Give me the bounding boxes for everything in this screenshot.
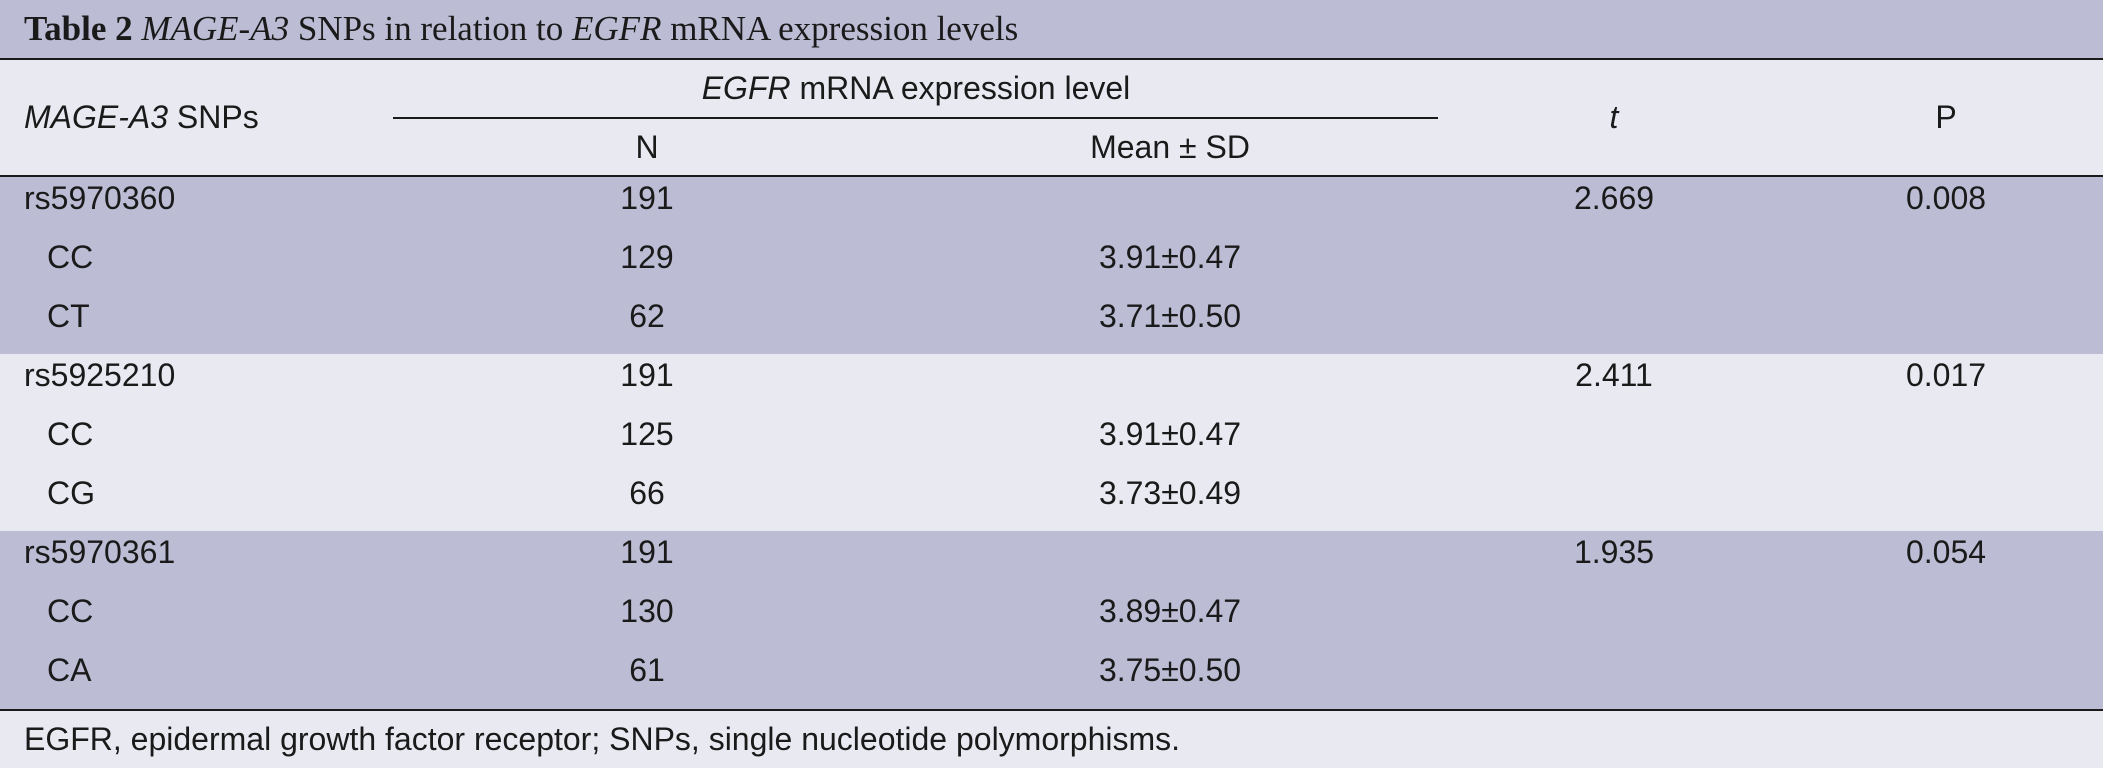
cell-n: 191: [620, 534, 674, 570]
cell-mean-sd: 3.75±0.50: [1098, 652, 1242, 688]
cell-genotype: CA: [47, 652, 92, 688]
header-n: N: [635, 129, 659, 165]
header-p: P: [1935, 99, 1957, 135]
cell-t: 2.411: [1575, 357, 1653, 393]
footnote: EGFR, epidermal growth factor receptor; …: [24, 721, 1181, 757]
cell-snp-id: rs5970360: [24, 180, 176, 216]
bottom-rule: [0, 709, 2103, 711]
cell-t: 1.935: [1573, 534, 1655, 570]
cell-n: 125: [620, 416, 674, 452]
header-snp-label: SNPs: [168, 99, 259, 135]
cell-genotype: CC: [47, 239, 94, 275]
table-footer: EGFR, epidermal growth factor receptor; …: [0, 711, 2103, 768]
header-t: t: [1609, 99, 1619, 135]
cell-p: 0.017: [1905, 357, 1987, 393]
table-header: MAGE-A3 SNPs EGFR mRNA expression level …: [0, 60, 2103, 175]
caption-rest: mRNA expression levels: [661, 9, 1019, 48]
cell-mean-sd: 3.71±0.50: [1098, 298, 1242, 334]
group-band-2: [0, 354, 2103, 531]
cell-p: 0.008: [1905, 180, 1987, 216]
header-group-gene: EGFR: [701, 70, 791, 106]
header-snp: MAGE-A3 SNPs: [24, 97, 259, 137]
cell-mean-sd: 3.91±0.47: [1098, 239, 1242, 275]
cell-p: 0.054: [1905, 534, 1987, 570]
cell-genotype: CT: [47, 298, 90, 334]
cell-n: 129: [620, 239, 674, 275]
table-label: Table 2: [24, 9, 133, 48]
cell-t: 2.669: [1573, 180, 1655, 216]
group-band-1: [0, 177, 2103, 354]
cell-n: 191: [620, 180, 674, 216]
group-rule: [393, 117, 1438, 119]
cell-mean-sd: 3.91±0.47: [1098, 416, 1242, 452]
cell-snp-id: rs5925210: [24, 357, 176, 393]
header-group: EGFR mRNA expression level: [702, 68, 1131, 108]
cell-snp-id: rs5970361: [24, 534, 176, 570]
table-caption: Table 2 MAGE-A3 SNPs in relation to EGFR…: [0, 0, 2103, 58]
cell-mean-sd: 3.89±0.47: [1098, 593, 1242, 629]
cell-n: 130: [620, 593, 674, 629]
cell-n: 62: [629, 298, 665, 334]
header-group-label: mRNA expression level: [790, 70, 1131, 106]
caption-gene-mage: MAGE-A3: [141, 9, 290, 48]
cell-n: 61: [629, 652, 665, 688]
top-rule: [0, 58, 2103, 60]
cell-genotype: CC: [47, 416, 94, 452]
cell-n: 66: [629, 475, 665, 511]
header-mean-sd: Mean ± SD: [1090, 129, 1250, 165]
header-rule: [0, 175, 2103, 177]
group-band-3: [0, 531, 2103, 709]
cell-mean-sd: 3.73±0.49: [1098, 475, 1242, 511]
header-snp-gene: MAGE-A3: [24, 99, 169, 135]
cell-genotype: CG: [47, 475, 95, 511]
cell-genotype: CC: [47, 593, 94, 629]
cell-n: 191: [620, 357, 674, 393]
caption-gene-egfr: EGFR: [572, 9, 662, 48]
caption-middle: SNPs in relation to: [289, 9, 573, 48]
